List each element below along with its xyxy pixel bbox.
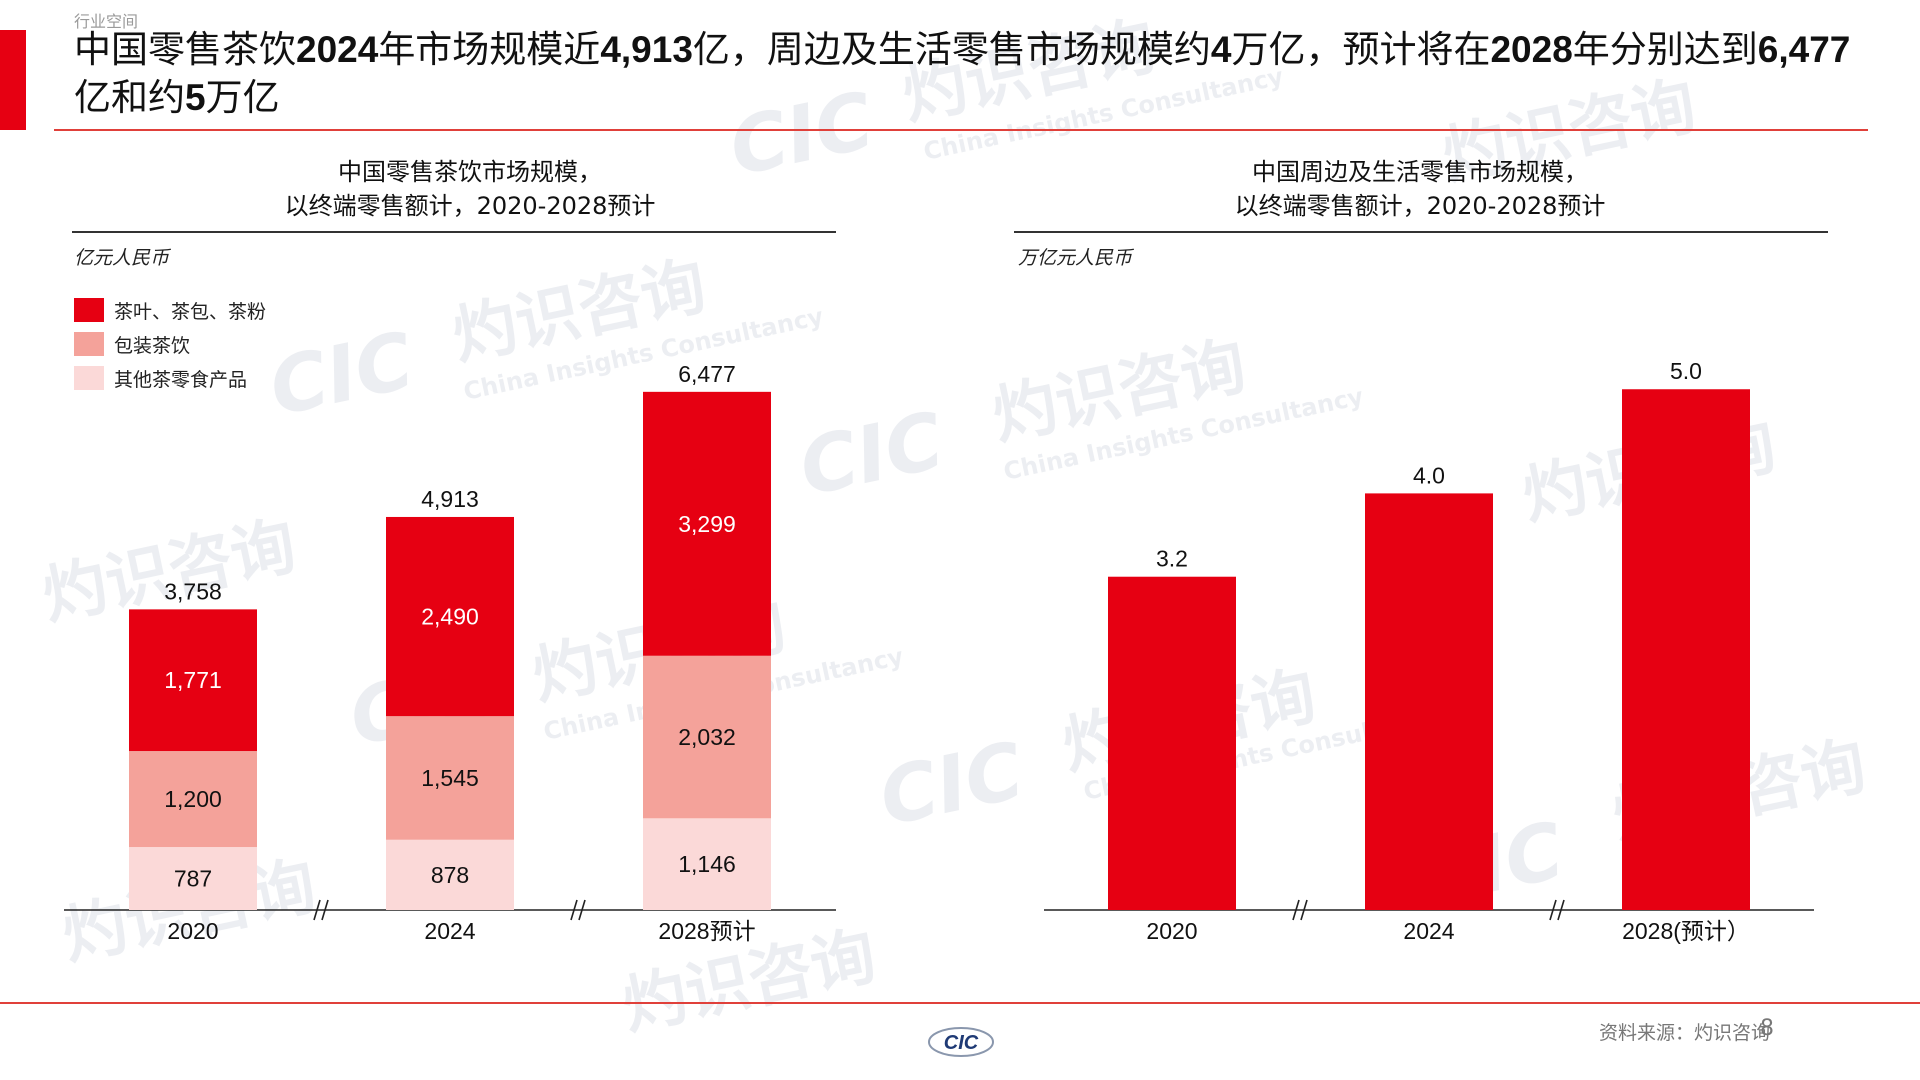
page-number: 8 — [1760, 1016, 1774, 1041]
section-label: 行业空间 — [74, 12, 139, 31]
legend-label: 其他茶零食产品 — [114, 368, 248, 391]
x-tick-label: 2028预计 — [658, 918, 755, 944]
bar-segment — [386, 839, 514, 910]
headline-text: 亿和约 — [74, 76, 185, 119]
right-chart-title-line1: 中国周边及生活零售市场规模， — [1252, 158, 1588, 186]
headline-text: 万亿 — [205, 76, 280, 119]
segment-value-label: 2,490 — [421, 604, 479, 630]
x-tick-label: 2028(预计） — [1622, 918, 1750, 944]
headline-figure: 4,913 — [600, 29, 693, 70]
x-tick-label: 2024 — [1403, 918, 1454, 944]
segment-value-label: 2,032 — [678, 724, 736, 750]
axis-break-mark — [1549, 899, 1557, 921]
legend-swatch — [74, 332, 104, 356]
bar-value-label: 3.2 — [1156, 546, 1188, 572]
bar-segment — [129, 751, 257, 848]
axis-break-mark — [1300, 899, 1308, 921]
total-value-label: 3,758 — [164, 578, 222, 604]
right-unit-label: 万亿元人民币 — [1018, 247, 1133, 269]
axis-break-mark — [321, 899, 329, 921]
total-value-label: 6,477 — [678, 361, 736, 387]
left-title-rule — [72, 231, 836, 233]
headline-figure: 4 — [1210, 29, 1232, 70]
right-chart-title-line2: 以终端零售额计，2020-2028预计 — [1234, 192, 1606, 220]
bar — [1108, 576, 1236, 910]
headline-figure: 5 — [185, 77, 206, 118]
segment-value-label: 1,545 — [421, 765, 479, 791]
legend-label: 包装茶饮 — [114, 334, 191, 357]
source-note: 资料来源：灼识咨询 — [1598, 1022, 1770, 1044]
title-divider — [54, 129, 1868, 131]
x-tick-label: 2020 — [1146, 918, 1197, 944]
axis-break-mark — [313, 899, 321, 921]
bar-value-label: 4.0 — [1413, 462, 1445, 488]
headline-text: 年分别达到 — [1572, 28, 1758, 71]
segment-value-label: 1,146 — [678, 851, 736, 877]
bar-segment — [386, 516, 514, 717]
axis-break-mark — [578, 899, 586, 921]
legend-label: 茶叶、茶包、茶粉 — [114, 300, 267, 323]
legend-item-packaged-tea: 包装茶饮 — [74, 331, 190, 357]
x-tick-label: 2024 — [424, 918, 475, 944]
legend-item-other-snacks: 其他茶零食产品 — [74, 365, 247, 391]
bar-segment — [643, 655, 771, 819]
left-chart-title-line1: 中国零售茶饮市场规模， — [338, 158, 602, 186]
page-title: 中国零售茶饮2024年市场规模近4,913亿，周边及生活零售市场规模约4万亿，预… — [74, 26, 1854, 122]
segment-value-label: 787 — [174, 866, 212, 892]
headline-figure: 2024 — [296, 29, 379, 70]
svg-text:CIC: CIC — [944, 1032, 979, 1054]
axis-break-mark — [570, 899, 578, 921]
headline-text: 万亿，预计将在 — [1231, 28, 1491, 71]
cic-logo: CIC — [926, 1022, 996, 1066]
segment-value-label: 3,299 — [678, 511, 736, 537]
headline-text: 亿，周边及生活零售市场规模约 — [692, 28, 1211, 71]
segment-value-label: 1,771 — [164, 667, 222, 693]
bar-segment — [129, 847, 257, 910]
right-chart-title: 中国周边及生活零售市场规模， 以终端零售额计，2020-2028预计 — [1100, 155, 1740, 223]
left-chart-title-line2: 以终端零售额计，2020-2028预计 — [284, 192, 656, 220]
bar — [1622, 389, 1750, 911]
bar-segment — [129, 609, 257, 752]
headline-figure: 6,477 — [1757, 29, 1851, 70]
bar-segment — [643, 818, 771, 910]
accent-bar — [0, 30, 26, 130]
axis-break-mark — [1292, 899, 1300, 921]
bar — [1365, 493, 1493, 910]
legend-item-tea-leaf: 茶叶、茶包、茶粉 — [74, 297, 266, 323]
right-title-rule — [1014, 231, 1828, 233]
headline-text: 年市场规模近 — [378, 28, 601, 71]
bar-segment — [643, 391, 771, 656]
segment-value-label: 878 — [431, 862, 469, 888]
bar-value-label: 5.0 — [1670, 358, 1702, 384]
axis-break-mark — [1557, 899, 1565, 921]
footer-divider — [0, 1002, 1920, 1004]
legend-swatch — [74, 298, 104, 322]
left-unit-label: 亿元人民币 — [74, 247, 170, 269]
bar-segment — [386, 716, 514, 840]
left-chart-title: 中国零售茶饮市场规模， 以终端零售额计，2020-2028预计 — [150, 155, 790, 223]
headline-text: 中国零售茶饮 — [74, 28, 296, 71]
segment-value-label: 1,200 — [164, 786, 222, 812]
total-value-label: 4,913 — [421, 486, 479, 512]
legend-swatch — [74, 366, 104, 390]
x-tick-label: 2020 — [167, 918, 218, 944]
headline-figure: 2028 — [1490, 29, 1573, 70]
